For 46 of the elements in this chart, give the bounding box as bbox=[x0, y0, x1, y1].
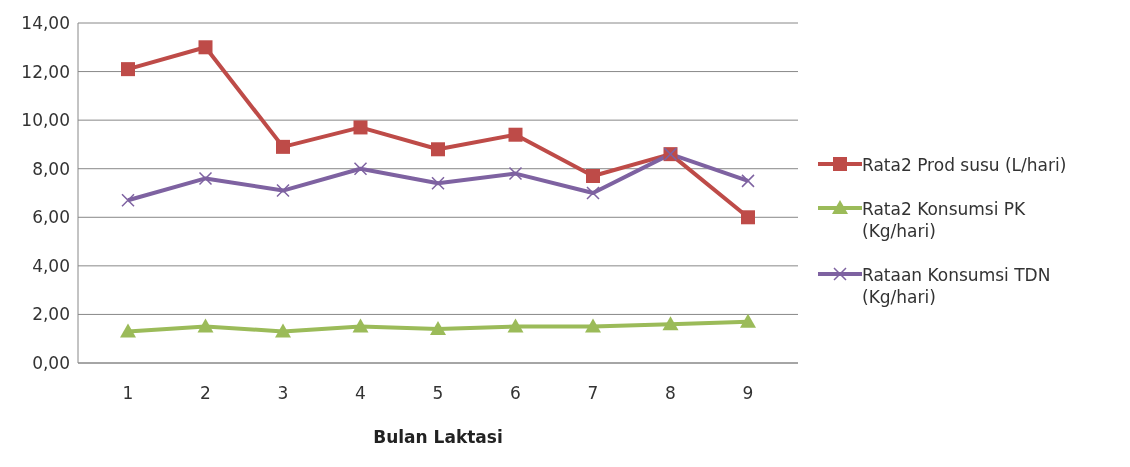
point bbox=[586, 169, 600, 183]
point bbox=[121, 62, 135, 77]
x-tick-label: 5 bbox=[432, 383, 444, 404]
point bbox=[276, 183, 290, 198]
legend-label: Rata2 Konsumsi PK (Kg/hari) bbox=[862, 197, 1027, 242]
point bbox=[430, 321, 446, 335]
point bbox=[276, 139, 290, 154]
y-tick-label: 0,00 bbox=[32, 353, 70, 374]
x-tick-label: 7 bbox=[587, 383, 599, 404]
x-tick-label: 9 bbox=[742, 383, 754, 404]
y-tick-label: 14,00 bbox=[21, 13, 70, 34]
x-axis-title: Bulan Laktasi bbox=[373, 427, 503, 447]
x-tick-label: 6 bbox=[510, 383, 521, 404]
point bbox=[431, 142, 445, 157]
point bbox=[353, 120, 368, 135]
point bbox=[198, 171, 213, 186]
point bbox=[275, 323, 291, 338]
point bbox=[353, 161, 368, 176]
y-tick-label: 4,00 bbox=[32, 255, 70, 276]
point bbox=[507, 318, 524, 333]
y-tick-label: 12,00 bbox=[21, 61, 70, 82]
point bbox=[741, 174, 755, 188]
point bbox=[352, 318, 369, 333]
y-tick-label: 8,00 bbox=[32, 158, 70, 179]
y-tick-label: 10,00 bbox=[21, 110, 70, 131]
point bbox=[585, 318, 601, 333]
point bbox=[740, 313, 756, 328]
legend-label: Rataan Konsumsi TDN (Kg/hari) bbox=[862, 263, 1052, 308]
x-tick-label: 4 bbox=[355, 383, 366, 404]
point bbox=[197, 318, 214, 333]
legend-label: Rata2 Prod susu (L/hari) bbox=[862, 153, 1068, 176]
y-tick-label: 6,00 bbox=[32, 207, 70, 228]
point bbox=[662, 316, 679, 331]
point bbox=[121, 193, 135, 208]
point bbox=[508, 127, 523, 142]
point bbox=[198, 40, 213, 55]
y-tick-label: 2,00 bbox=[32, 304, 70, 325]
point bbox=[120, 323, 136, 338]
x-tick-label: 1 bbox=[122, 383, 134, 404]
point bbox=[508, 166, 523, 181]
point bbox=[586, 186, 600, 200]
x-tick-label: 8 bbox=[665, 383, 676, 404]
point bbox=[431, 176, 445, 191]
point bbox=[741, 210, 755, 225]
x-tick-label: 3 bbox=[277, 383, 289, 404]
x-tick-label: 2 bbox=[200, 383, 211, 404]
